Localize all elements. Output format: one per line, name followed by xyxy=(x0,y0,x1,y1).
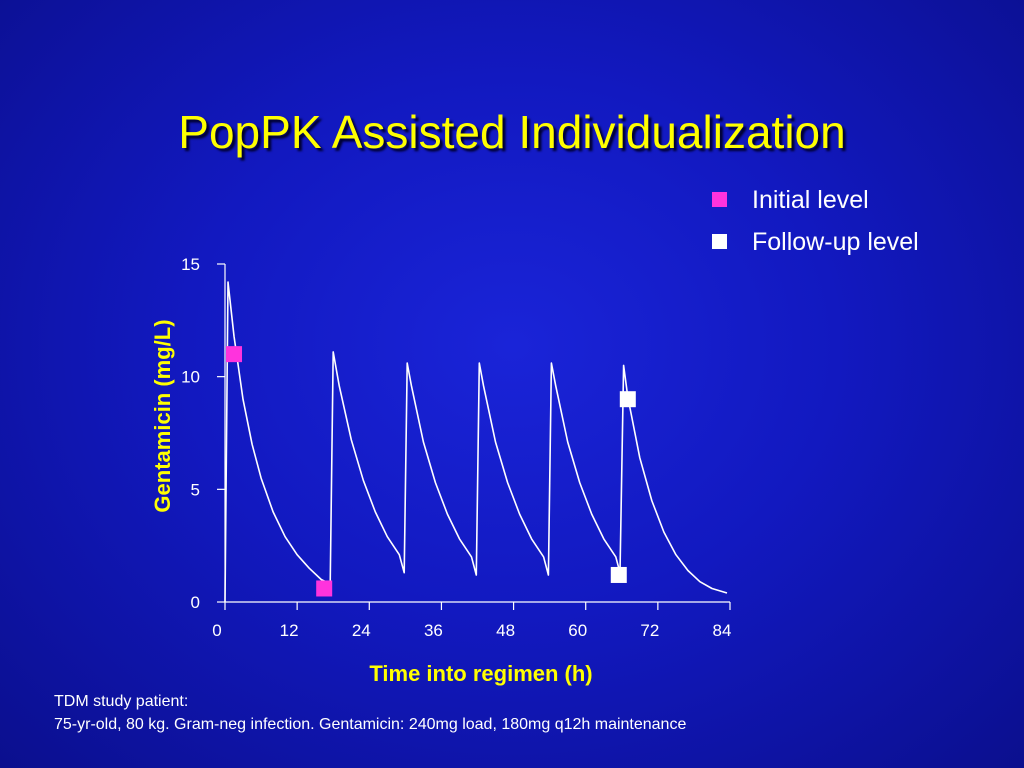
x-tick-label: 36 xyxy=(424,621,443,640)
followup-level-marker xyxy=(619,391,636,408)
legend-swatch-initial xyxy=(712,192,727,207)
legend-label-followup: Follow-up level xyxy=(752,228,919,256)
footnote-line-2: 75-yr-old, 80 kg. Gram-neg infection. Ge… xyxy=(54,716,687,733)
x-tick-label: 48 xyxy=(496,621,515,640)
marker-layer xyxy=(226,346,636,597)
y-tick-label: 10 xyxy=(181,368,200,387)
x-tick-label: 84 xyxy=(713,621,732,640)
y-tick-label: 5 xyxy=(191,480,200,499)
x-tick-label: 60 xyxy=(568,621,587,640)
legend-label-initial: Initial level xyxy=(752,186,869,214)
initial-level-marker xyxy=(226,346,243,363)
x-tick-label: 24 xyxy=(352,621,371,640)
y-tick-label: 15 xyxy=(181,255,200,274)
y-tick-label: 0 xyxy=(191,593,200,612)
footnote-line-1: TDM study patient: xyxy=(54,693,189,710)
concentration-curve-layer xyxy=(224,281,728,603)
x-tick-label: 0 xyxy=(212,621,221,640)
concentration-curve xyxy=(224,281,728,603)
followup-level-marker xyxy=(610,566,627,583)
footnote: TDM study patient: 75-yr-old, 80 kg. Gra… xyxy=(54,690,686,736)
x-axis-label: Time into regimen (h) xyxy=(369,661,592,686)
initial-level-marker xyxy=(316,580,333,597)
y-axis-label: Gentamicin (mg/L) xyxy=(150,319,175,512)
x-tick-label: 12 xyxy=(280,621,299,640)
x-tick-label: 72 xyxy=(640,621,659,640)
chart-axes: 0 12 24 36 48 60 72 84 0 5 10 15 xyxy=(181,255,731,640)
slide-title: PopPK Assisted Individualization xyxy=(178,106,846,158)
legend-swatch-followup xyxy=(712,234,727,249)
